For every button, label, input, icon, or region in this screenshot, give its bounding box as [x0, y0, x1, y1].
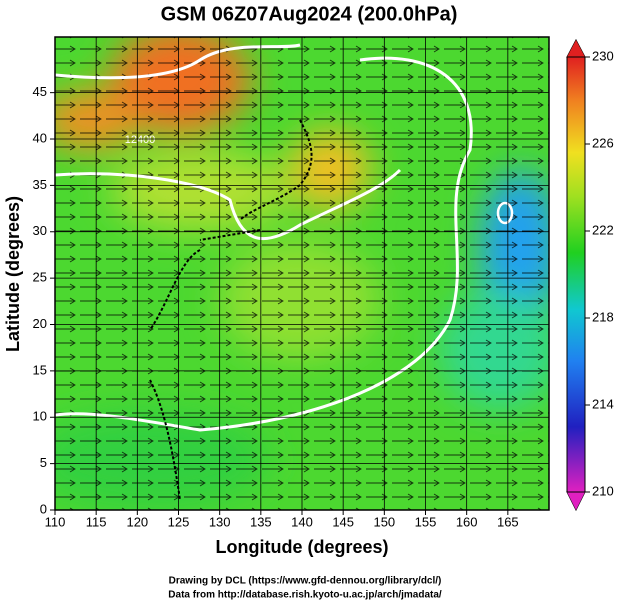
x-tick-label: 130 — [209, 514, 231, 529]
colorbar-tick-label: 218 — [592, 309, 614, 324]
y-tick-label: 15 — [33, 362, 47, 377]
y-tick-label: 0 — [40, 501, 47, 516]
colorbar-tick-label: 210 — [592, 483, 614, 498]
x-tick-label: 140 — [291, 514, 313, 529]
x-tick-label: 165 — [497, 514, 519, 529]
colorbar-tick-label: 230 — [592, 48, 614, 63]
colorbar-top — [567, 40, 585, 57]
y-tick-label: 25 — [33, 270, 47, 285]
x-tick-label: 125 — [168, 514, 190, 529]
x-tick-label: 160 — [456, 514, 478, 529]
colorbar-tick-label: 214 — [592, 396, 614, 411]
colorbar — [566, 56, 586, 493]
x-tick-label: 120 — [126, 514, 148, 529]
y-tick-label: 20 — [33, 316, 47, 331]
colorbar-bottom — [567, 492, 585, 510]
credit: Drawing by DCL (https://www.gfd-dennou.o… — [169, 576, 442, 587]
x-tick-label: 115 — [86, 514, 107, 529]
y-tick-label: 10 — [33, 409, 47, 424]
x-tick-label: 135 — [250, 514, 272, 529]
y-tick-label: 35 — [33, 177, 47, 192]
x-tick-label: 150 — [373, 514, 395, 529]
x-axis-label: Longitude (degrees) — [215, 537, 388, 557]
y-tick-label: 40 — [33, 130, 47, 145]
x-tick-label: 155 — [415, 514, 437, 529]
y-tick-label: 30 — [33, 223, 47, 238]
field: 12400 — [55, 37, 549, 510]
contour-label: 12400 — [125, 134, 156, 146]
colorbar-tick-label: 222 — [592, 222, 614, 237]
y-tick-label: 5 — [40, 455, 47, 470]
credit: Data from http://database.rish.kyoto-u.a… — [168, 590, 442, 601]
colorbar-tick-label: 226 — [592, 135, 614, 150]
x-tick-label: 145 — [332, 514, 354, 529]
y-axis-label: Latitude (degrees) — [3, 196, 23, 352]
y-tick-label: 45 — [33, 84, 47, 99]
x-tick-label: 110 — [45, 514, 66, 529]
title: GSM 06Z07Aug2024 (200.0hPa) — [161, 3, 458, 25]
